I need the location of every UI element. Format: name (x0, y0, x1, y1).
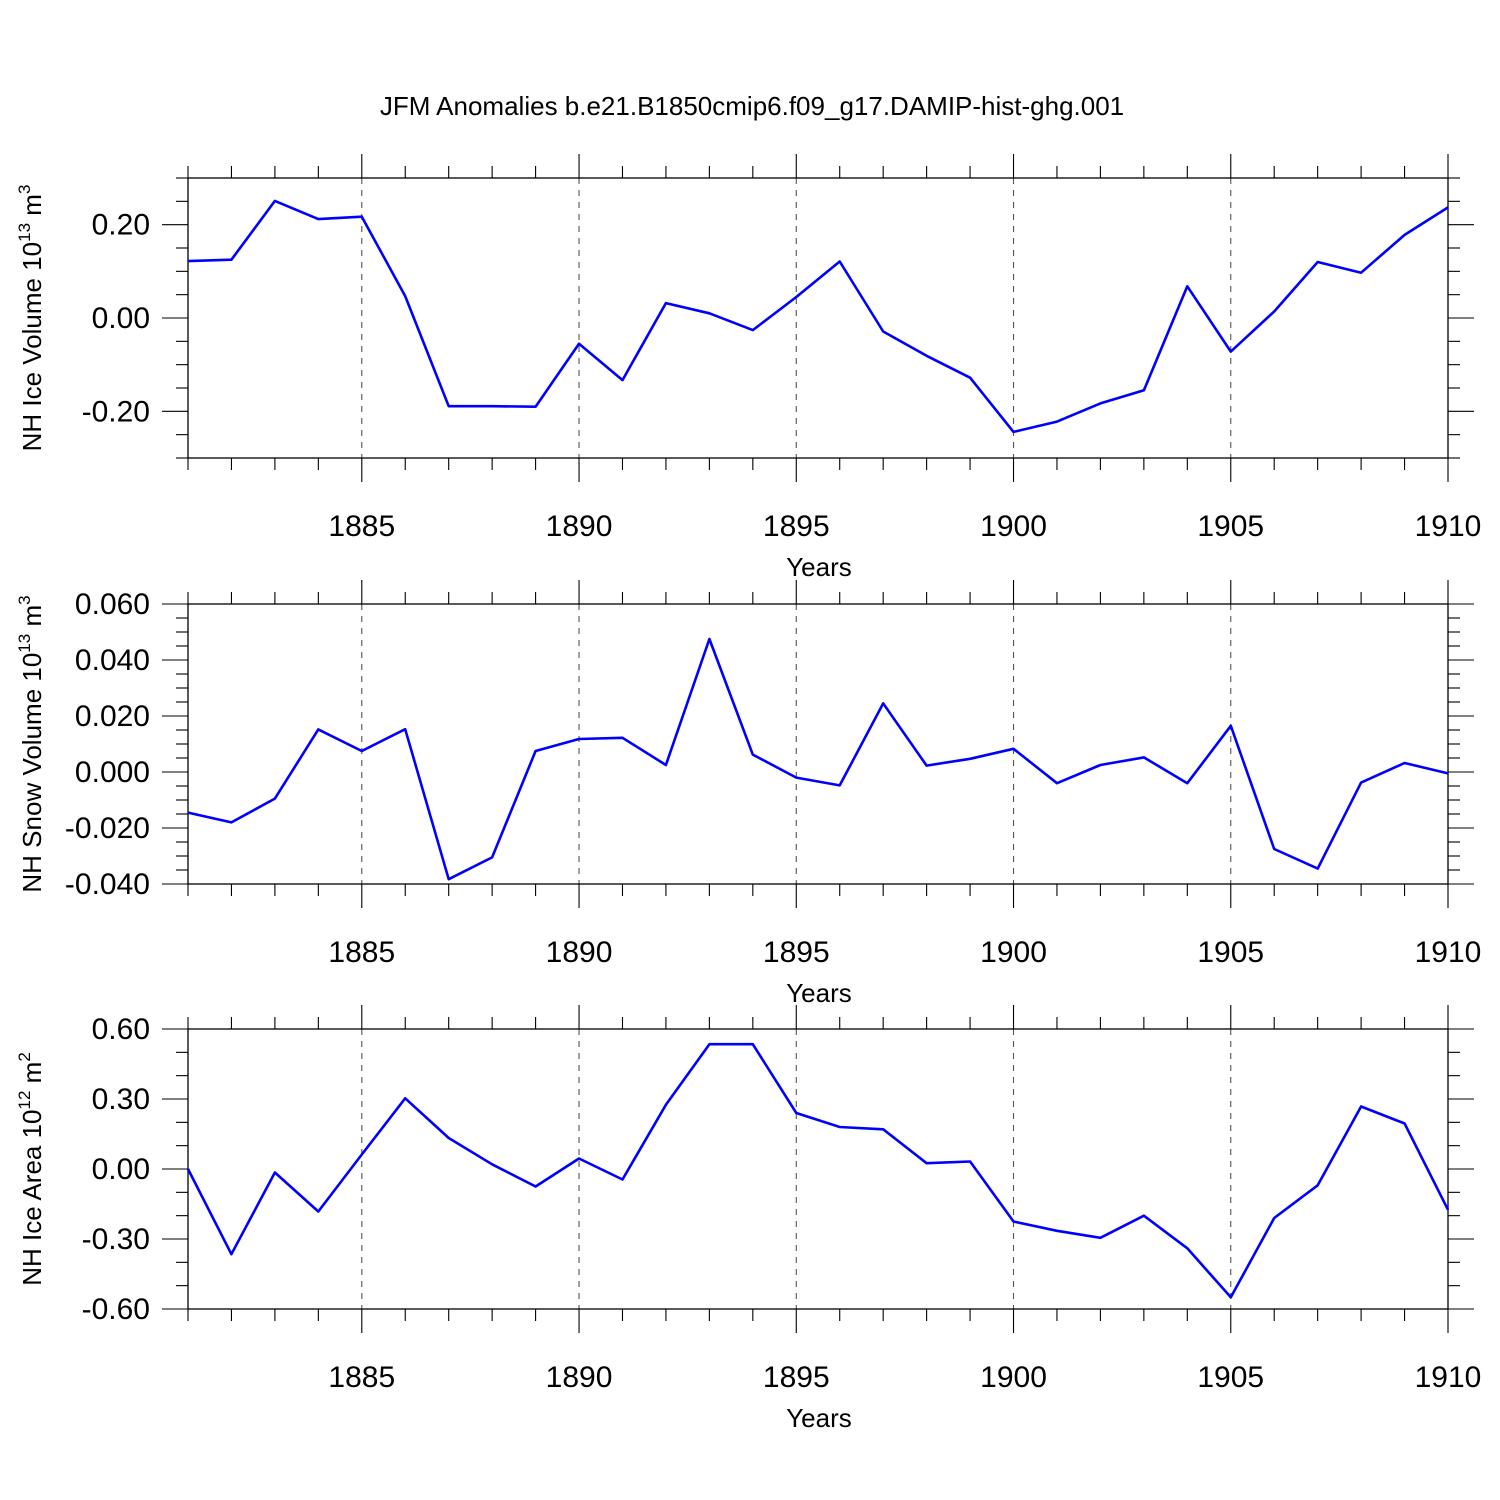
y-tick-label: 0.30 (92, 1083, 150, 1116)
y-axis-label-superscript: 3 (15, 595, 34, 604)
panel-snow-volume: 0.060 0.040 0.020 0.000 -0.020 -0.040 1885 1890… (15, 580, 1481, 1008)
y-axis-label-superscript: 13 (15, 223, 34, 242)
y-axis-label-text: NH Ice Volume 10 (17, 242, 47, 452)
x-tick-label: 1895 (763, 1361, 830, 1394)
y-tick-label: 0.040 (75, 644, 150, 677)
y-tick-label: 0.60 (92, 1013, 150, 1046)
x-tick-label: 1885 (328, 1361, 395, 1394)
x-tick-label: 1910 (1415, 1361, 1482, 1394)
x-tick-label: 1895 (763, 510, 830, 543)
x-tick-label: 1910 (1415, 936, 1482, 969)
y-tick-label: -0.040 (65, 868, 150, 901)
y-axis-label-text: m (17, 1062, 47, 1091)
x-tick-label: 1900 (980, 510, 1047, 543)
y-tick-label: 0.060 (75, 588, 150, 621)
y-tick-label: 0.00 (92, 302, 150, 335)
x-tick-label: 1900 (980, 1361, 1047, 1394)
figure-title: JFM Anomalies b.e21.B1850cmip6.f09_g17.D… (380, 91, 1124, 121)
data-series-line (186, 1042, 1450, 1299)
x-tick-label: 1890 (546, 510, 613, 543)
y-tick-label: -0.60 (82, 1293, 150, 1326)
y-axis-label-superscript: 2 (15, 1052, 34, 1061)
x-tick-label: 1900 (980, 936, 1047, 969)
y-axis-label: NH Ice Area 1012 m2 (15, 1052, 47, 1286)
y-tick-label: 0.00 (92, 1153, 150, 1186)
y-tick-label: 0.20 (92, 209, 150, 242)
panel-ice-area: 0.60 0.30 0.00 -0.30 -0.60 1885 1890 1895 1900 19… (15, 1005, 1481, 1433)
y-axis-label-text: m (17, 605, 47, 634)
panel-ice-volume: 0.20 0.00 -0.20 1885 1890 1895 1900 1905 1910 Yea… (15, 154, 1481, 582)
data-series-line (187, 637, 1449, 881)
x-tick-label: 1910 (1415, 510, 1482, 543)
y-tick-label: 0.020 (75, 700, 150, 733)
plot-frame (187, 177, 1449, 459)
x-tick-label: 1890 (546, 936, 613, 969)
data-series-line (187, 199, 1449, 434)
y-axis-label-superscript: 13 (15, 634, 34, 653)
y-axis-label-text: m (17, 194, 47, 223)
x-tick-label: 1905 (1197, 1361, 1264, 1394)
x-tick-label: 1885 (328, 510, 395, 543)
y-axis-label-superscript: 3 (15, 185, 34, 194)
y-tick-label: 0.000 (75, 756, 150, 789)
x-axis-label: Years (786, 552, 852, 582)
x-axis-label: Years (786, 1403, 852, 1433)
y-tick-label: -0.020 (65, 812, 150, 845)
x-axis-label: Years (786, 978, 852, 1008)
x-tick-label: 1885 (328, 936, 395, 969)
y-axis-label-superscript: 12 (15, 1091, 34, 1110)
y-tick-label: -0.20 (82, 395, 150, 428)
x-tick-label: 1890 (546, 1361, 613, 1394)
y-axis-label-text: NH Snow Volume 10 (17, 653, 47, 893)
x-tick-label: 1895 (763, 936, 830, 969)
y-axis-label-text: NH Ice Area 10 (17, 1109, 47, 1285)
x-tick-label: 1905 (1197, 510, 1264, 543)
y-tick-label: -0.30 (82, 1223, 150, 1256)
x-tick-label: 1905 (1197, 936, 1264, 969)
plot-frame (187, 1028, 1449, 1310)
y-axis-label: NH Ice Volume 1013 m3 (15, 185, 47, 452)
y-axis-label: NH Snow Volume 1013 m3 (15, 595, 47, 892)
